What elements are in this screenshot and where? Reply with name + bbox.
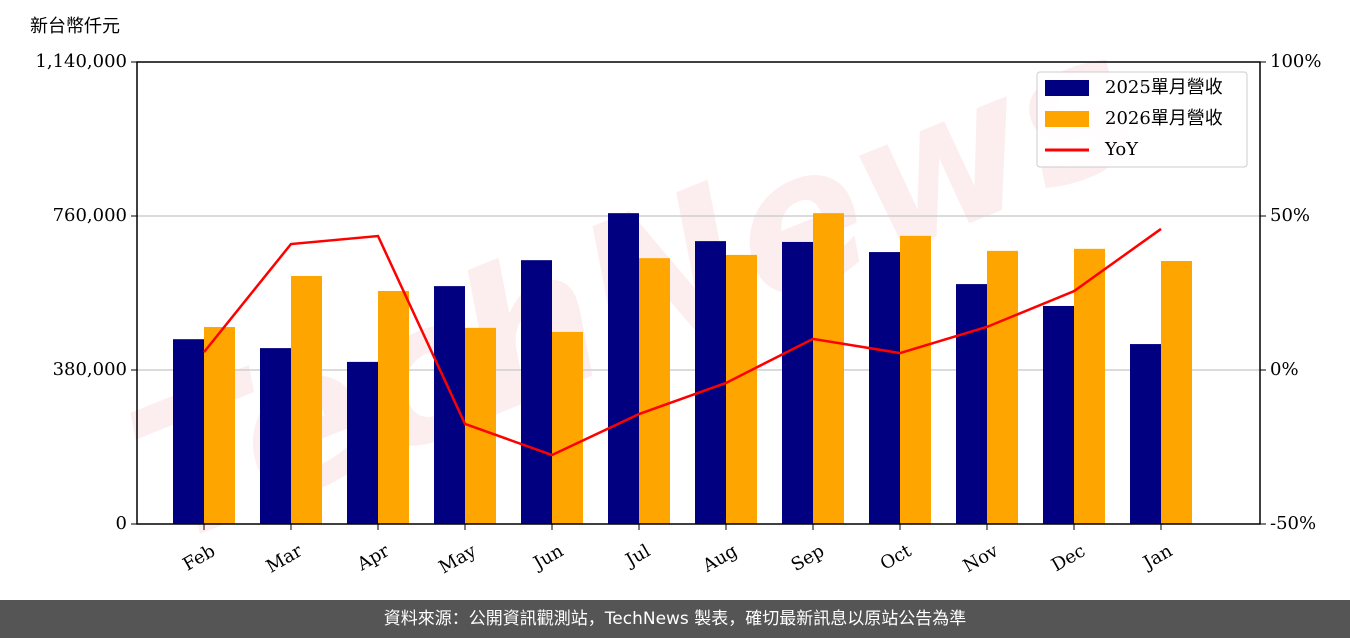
bar (260, 348, 291, 524)
bar (1161, 260, 1192, 524)
x-tick-label: Jan (1138, 540, 1176, 574)
bar (639, 258, 670, 524)
legend-label: YoY (1104, 139, 1139, 160)
x-tick-label: Aug (698, 540, 741, 577)
plot-frame (136, 61, 1261, 525)
bar (608, 213, 639, 525)
x-tick-label: Dec (1048, 540, 1089, 576)
bar (695, 241, 726, 524)
y-axis-label: 新台幣仟元 (30, 16, 120, 37)
bar (204, 327, 235, 524)
bar (813, 213, 844, 525)
yoy-line (203, 227, 1162, 457)
x-tick-label: Nov (960, 540, 1003, 577)
x-tick-label: Apr (353, 540, 393, 575)
legend-label: 2026單月營收 (1105, 108, 1223, 129)
y2-tick-label: -50% (1270, 513, 1316, 534)
bar (378, 290, 409, 524)
y2-tick-label: 0% (1270, 359, 1299, 380)
bar (1074, 248, 1105, 525)
y2-tick-label: 100% (1270, 51, 1321, 72)
chart: 新台幣仟元 TechNews0380,000760,0001,140,000-5… (30, 0, 1321, 588)
x-tick-label: Jun (528, 540, 567, 575)
bar (521, 260, 552, 524)
bar (782, 241, 813, 525)
bar (291, 275, 322, 524)
bar (347, 361, 378, 524)
bar (869, 252, 900, 524)
bar (956, 284, 987, 524)
y-tick-label: 380,000 (53, 359, 127, 380)
y-tick-label: 0 (116, 513, 127, 534)
bar (1130, 344, 1161, 524)
x-tick-label: May (435, 540, 480, 578)
y2-tick-label: 50% (1270, 205, 1310, 226)
footer: 資料來源：公開資訊觀測站，TechNews 製表，確切最新訊息以原站公告為準 (0, 600, 1350, 638)
bar (434, 286, 465, 524)
x-tick-label: Oct (877, 540, 916, 575)
bar (173, 339, 204, 524)
bar (987, 250, 1018, 524)
bar (552, 331, 583, 524)
legend-box (1036, 71, 1248, 168)
bar (726, 254, 757, 524)
bar (1043, 305, 1074, 524)
x-tick-label: Jul (620, 540, 654, 572)
y-tick-label: 1,140,000 (35, 51, 127, 72)
legend-label: 2025單月營收 (1105, 77, 1223, 98)
bar (900, 235, 931, 524)
legend-swatch (1045, 111, 1089, 127)
legend-swatch (1045, 80, 1089, 96)
y-tick-label: 760,000 (53, 205, 127, 226)
x-tick-label: Sep (788, 540, 828, 575)
